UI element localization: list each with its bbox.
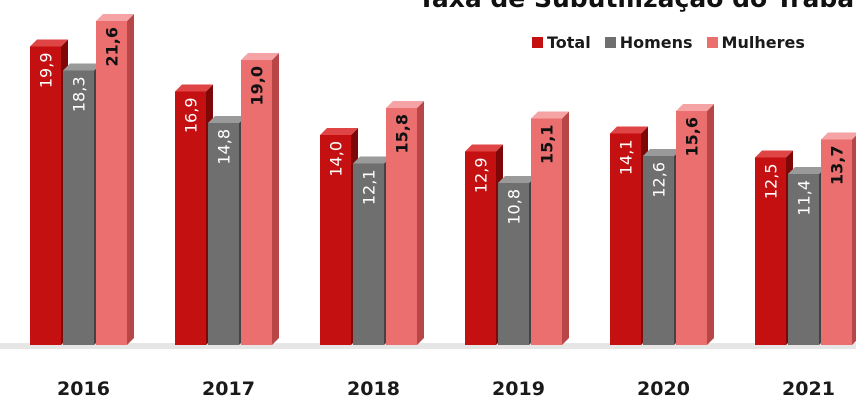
data-label-homens-2017: 14,8	[215, 129, 234, 165]
x-tick-label-2021: 2021	[782, 378, 835, 400]
x-tick-label-2018: 2018	[347, 378, 400, 400]
bar-top-homens-2019	[498, 176, 536, 183]
bar-side-mulheres-2021	[852, 135, 856, 345]
bar-side-mulheres-2016	[127, 14, 134, 345]
data-label-mulheres-2021: 13,7	[828, 146, 847, 185]
legend-label-mulheres: Mulheres	[721, 33, 805, 52]
bar-top-mulheres-2017	[241, 53, 279, 60]
bar-top-total-2020	[610, 126, 648, 134]
bar-top-total-2017	[175, 84, 213, 92]
legend-item-mulheres: Mulheres	[706, 33, 805, 52]
bar-top-homens-2017	[208, 116, 246, 123]
legend-item-homens: Homens	[604, 33, 693, 52]
data-label-mulheres-2016: 21,6	[103, 27, 122, 66]
legend-swatch-mulheres	[706, 37, 718, 48]
bar-top-mulheres-2021	[821, 132, 856, 140]
bar-top-total-2018	[320, 128, 358, 135]
legend: Total Homens Mulheres	[532, 33, 805, 52]
bar-top-mulheres-2018	[386, 101, 424, 108]
bar-top-total-2021	[755, 150, 793, 158]
bar-top-mulheres-2016	[96, 14, 134, 21]
bar-homens-2016	[63, 70, 94, 345]
bar-top-homens-2021	[788, 167, 826, 174]
legend-item-total: Total	[532, 33, 591, 52]
bar-total-2020	[610, 133, 641, 345]
data-label-homens-2019: 10,8	[505, 189, 524, 225]
data-label-mulheres-2019: 15,1	[538, 125, 557, 164]
bar-total-2017	[175, 91, 206, 345]
bar-mulheres-2018	[386, 108, 417, 345]
bar-total-2016	[30, 46, 61, 345]
chart-floor	[0, 343, 856, 349]
bar-top-total-2019	[465, 144, 503, 152]
data-label-homens-2021: 11,4	[795, 180, 814, 216]
bar-mulheres-2021	[821, 139, 852, 345]
chart-title: Taxa de Subutilização do Traba	[418, 0, 854, 13]
bar-side-mulheres-2019	[562, 111, 569, 345]
legend-swatch-homens	[604, 37, 616, 48]
data-label-total-2017: 16,9	[182, 98, 201, 134]
bar-homens-2021	[788, 174, 819, 345]
bar-top-homens-2020	[643, 149, 681, 156]
data-label-total-2019: 12,9	[472, 158, 491, 194]
bar-side-mulheres-2018	[417, 101, 424, 345]
bar-side-mulheres-2017	[272, 53, 279, 345]
data-label-total-2016: 19,9	[37, 53, 56, 89]
bar-homens-2017	[208, 123, 239, 345]
data-label-homens-2016: 18,3	[70, 77, 89, 113]
legend-swatch-total	[532, 37, 543, 48]
bar-mulheres-2016	[96, 21, 127, 345]
data-label-total-2020: 14,1	[617, 140, 636, 176]
bar-top-homens-2018	[353, 156, 391, 164]
bar-homens-2020	[643, 156, 674, 345]
x-tick-label-2017: 2017	[202, 378, 255, 400]
bar-mulheres-2017	[241, 60, 272, 345]
data-label-mulheres-2020: 15,6	[683, 117, 702, 156]
bar-side-mulheres-2020	[707, 104, 714, 345]
x-tick-label-2016: 2016	[57, 378, 110, 400]
x-tick-label-2020: 2020	[637, 378, 690, 400]
bar-homens-2019	[498, 183, 529, 345]
bar-mulheres-2020	[676, 111, 707, 345]
data-label-homens-2020: 12,6	[650, 162, 669, 198]
bar-total-2018	[320, 135, 351, 345]
bar-mulheres-2019	[531, 118, 562, 345]
bar-top-total-2016	[30, 39, 68, 47]
data-label-mulheres-2018: 15,8	[393, 114, 412, 153]
legend-label-homens: Homens	[619, 33, 693, 52]
bar-top-mulheres-2020	[676, 104, 714, 111]
data-label-homens-2018: 12,1	[360, 170, 379, 206]
bar-total-2021	[755, 157, 786, 345]
bar-top-homens-2016	[63, 63, 101, 71]
legend-label-total: Total	[547, 33, 591, 52]
data-label-total-2021: 12,5	[762, 164, 781, 200]
bar-homens-2018	[353, 163, 384, 345]
bar-total-2019	[465, 151, 496, 345]
x-tick-label-2019: 2019	[492, 378, 545, 400]
bar-top-mulheres-2019	[531, 111, 569, 119]
data-label-mulheres-2017: 19,0	[248, 66, 267, 105]
data-label-total-2018: 14,0	[327, 141, 346, 177]
